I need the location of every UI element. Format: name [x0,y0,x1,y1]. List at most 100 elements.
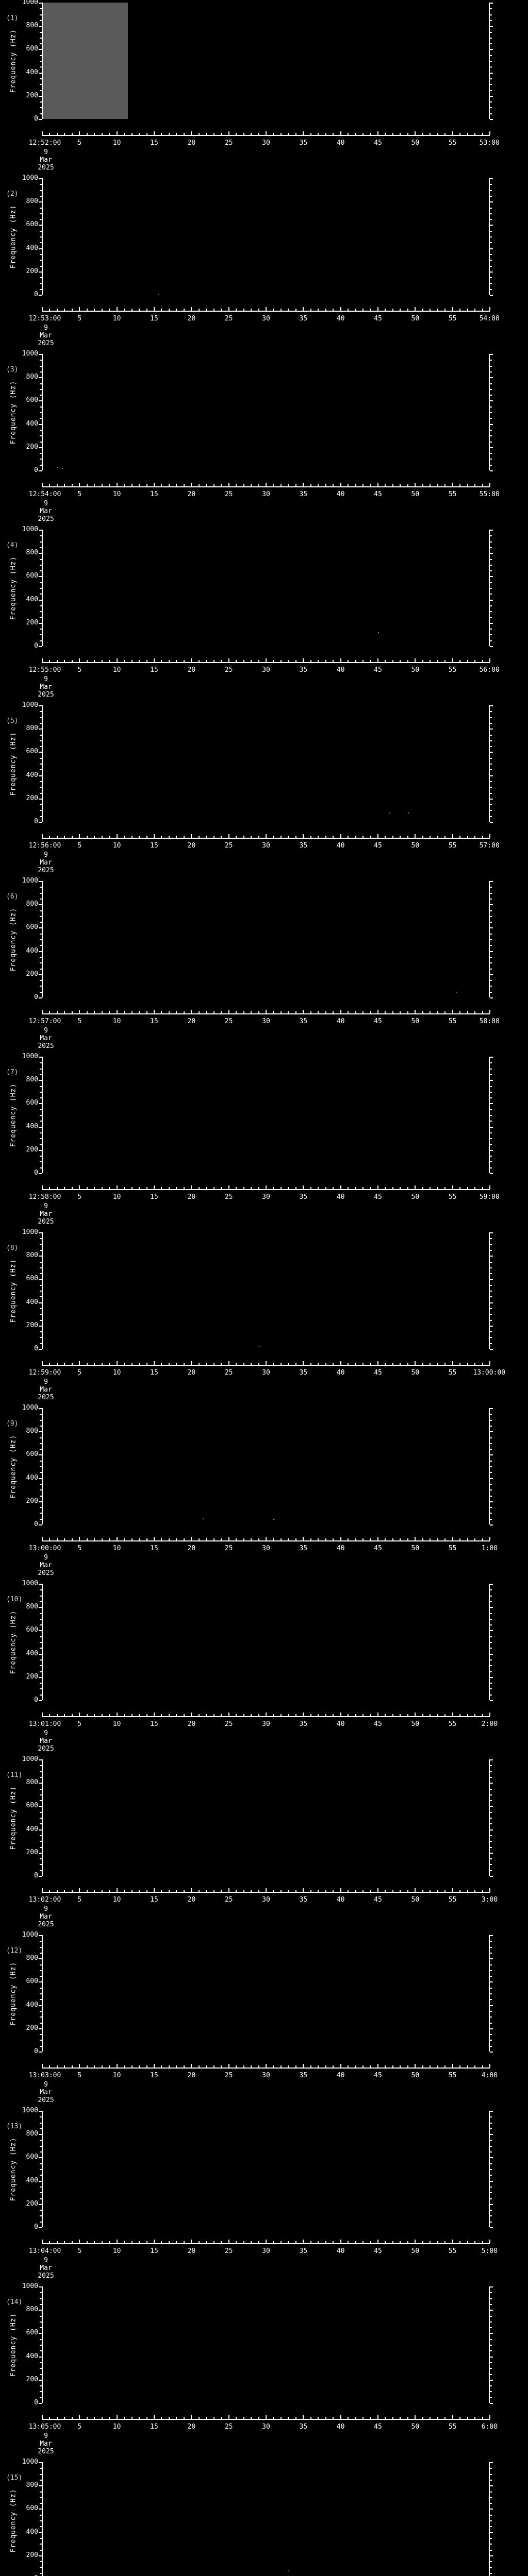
x-tick-minor [467,836,468,838]
x-tick-minor [325,1714,326,1716]
y-axis-title-text: Frequency (Hz) [9,1259,18,1323]
y-tick-minor [40,260,42,261]
spectrogram-panel[interactable]: (4) Frequency (Hz) 1000 800 600 400 200 0 12:55:… [0,526,528,703]
spectrogram-panel[interactable]: (11) Frequency (Hz) 1000 800 600 400 200 0 13:02… [0,1756,528,1933]
y-tick-label: 400 [26,1649,38,1657]
spectrogram-panel[interactable]: (2) Frequency (Hz) 1000 800 600 400 200 0 12:53:… [0,175,528,351]
y-tick-major-right [490,1057,493,1058]
y-tick-minor-right [490,1642,492,1643]
spectrogram-panel[interactable]: (9) Frequency (Hz) 1000 800 600 400 200 0 13:00:… [0,1404,528,1581]
spectrogram-panel[interactable]: (15)Frequency (Hz)1000800600400200013:06… [0,2459,528,2576]
plot-area[interactable] [42,354,490,470]
x-tick-minor [288,1011,289,1013]
y-tick-label: 1000 [22,1404,38,1412]
y-tick-minor-right [490,1331,492,1333]
y-tick-minor-right [490,84,492,86]
x-tick-minor [422,836,423,838]
y-tick-minor-right [490,2479,492,2481]
y-tick-minor-right [490,1466,492,1467]
y-tick-minor [40,2338,42,2340]
plot-area[interactable] [42,530,490,646]
y-tick-major [39,3,42,4]
spectrogram-panel[interactable]: (13) Frequency (Hz) 1000 800 600 400 200 0 13:04… [0,2107,528,2284]
x-tick-major [154,1888,155,1892]
spectrogram-panel[interactable]: (14) Frequency (Hz) 1000 800 600 400 200 0 13:05… [0,2283,528,2460]
y-tick-minor-right [490,1964,492,1965]
y-tick-minor [40,722,42,724]
plot-area[interactable] [42,3,490,119]
x-tick-major [452,1010,453,1013]
y-tick-minor [40,962,42,964]
y-tick-minor [40,1665,42,1667]
x-tick-minor [459,1187,461,1189]
plot-area[interactable] [42,1408,490,1524]
y-tick-minor-right [490,1800,492,1802]
plot-area[interactable] [42,1759,490,1876]
x-tick-minor [213,484,214,486]
x-tick-minor [183,1187,185,1189]
y-tick-label: 800 [26,1076,38,1084]
x-tick-minor [176,2065,177,2067]
y-tick-label: 200 [26,2199,38,2208]
x-tick-minor [467,309,468,311]
x-tick-minor [251,1011,252,1013]
x-tick-major [116,658,118,662]
spectrogram-panel[interactable]: (8) Frequency (Hz) 1000 800 600 400 200 0 12:59:… [0,1229,528,1405]
x-tick-minor [333,660,334,662]
x-tick-minor [407,1363,408,1365]
x-tick-major [303,658,304,662]
y-tick-major-right [490,2555,493,2556]
x-tick-major [489,1713,490,1716]
plot-area[interactable] [42,1057,490,1173]
x-tick-major [154,1713,155,1716]
y-tick-major [39,470,42,471]
plot-area[interactable] [42,1935,490,2052]
plot-area[interactable] [42,881,490,997]
x-tick-minor [333,1187,334,1189]
y-tick-label: 400 [26,419,38,428]
plot-area[interactable] [42,2286,490,2403]
x-tick-minor [243,1538,244,1540]
x-tick-label: 45 [374,2247,382,2255]
x-tick-minor [385,309,386,311]
x-axis-start-label: 12:52:00 [28,139,61,147]
plot-area[interactable] [42,2462,490,2576]
plot-area[interactable] [42,1584,490,1700]
x-tick-minor [325,1538,326,1540]
y-tick-major [39,1783,42,1784]
x-tick-label: 55 [448,2072,457,2079]
plot-area[interactable] [42,178,490,295]
x-tick-major [116,1537,118,1540]
x-tick-minor [348,133,349,135]
y-tick-minor-right [490,2374,492,2375]
y-axis-title-text: Frequency (Hz) [9,1786,18,1850]
y-tick-minor [40,2140,42,2141]
spectrogram-panel[interactable]: (12) Frequency (Hz) 1000 800 600 400 200 0 13:03… [0,1931,528,2108]
spectrogram-panel[interactable]: (6) Frequency (Hz) 1000 800 600 400 200 0 12:57:… [0,877,528,1054]
x-tick-major [116,1713,118,1716]
plot-area[interactable] [42,1232,490,1349]
x-tick-major [191,1888,192,1892]
y-tick-minor-right [490,418,492,419]
x-tick-minor [273,484,274,486]
x-tick-minor [168,1363,170,1365]
y-tick-minor-right [490,547,492,548]
spectrogram-panel[interactable]: (1) Frequency (Hz) 1000 800 600 400 200 0 12:52:… [0,0,528,176]
y-axis-title-text: Frequency (Hz) [9,205,18,268]
x-tick-major [303,307,304,311]
x-tick-minor [176,1538,177,1540]
y-tick-minor-right [490,1618,492,1620]
plot-area[interactable] [42,2111,490,2227]
y-tick-minor-right [490,640,492,641]
spectrogram-panel[interactable]: (10) Frequency (Hz) 1000 800 600 400 200 0 13:01… [0,1580,528,1757]
y-tick-label: 600 [26,1626,38,1634]
plot-area[interactable] [42,705,490,822]
y-tick-minor [40,453,42,454]
x-tick-minor [56,1890,58,1892]
spectrogram-panel[interactable]: (7) Frequency (Hz) 1000 800 600 400 200 0 12:58:… [0,1053,528,1230]
x-tick-minor [176,133,177,135]
spectrogram-panel[interactable]: (3) Frequency (Hz) 1000 800 600 400 200 0 12:54:… [0,350,528,527]
y-tick-major [39,881,42,882]
x-axis-date-line: 9 [44,2432,48,2440]
spectrogram-panel[interactable]: (5) Frequency (Hz) 1000 800 600 400 200 0 12:56:… [0,702,528,878]
